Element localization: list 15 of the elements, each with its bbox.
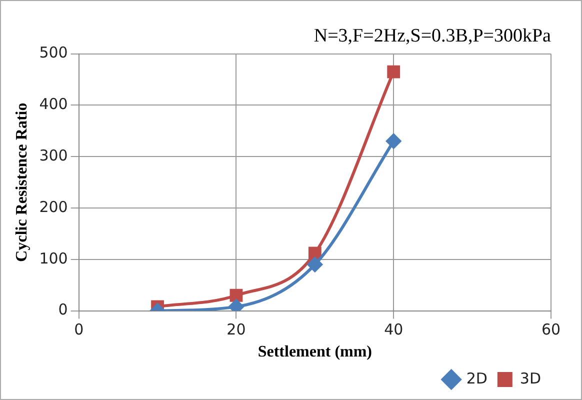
y-tick-label: 300: [39, 146, 68, 164]
y-axis-title: Cyclic Resistence Ratio: [14, 102, 31, 262]
x-tick-label: 40: [384, 320, 404, 339]
x-tick-label: 20: [226, 320, 246, 339]
y-tick-label: 400: [39, 95, 68, 114]
chart-title: N=3,F=2Hz,S=0.3B,P=300kPa: [314, 25, 552, 46]
y-tick-label: 0: [58, 300, 68, 319]
x-axis-title: Settlement (mm): [258, 344, 372, 361]
x-tick-label: 0: [74, 320, 84, 339]
legend-label: 3D: [520, 369, 541, 388]
x-tick-label: 60: [541, 320, 561, 339]
y-tick-label: 100: [39, 249, 68, 268]
y-tick-label: 200: [39, 198, 68, 216]
y-tick-label: 500: [39, 44, 68, 62]
legend-label: 2D: [466, 369, 488, 388]
